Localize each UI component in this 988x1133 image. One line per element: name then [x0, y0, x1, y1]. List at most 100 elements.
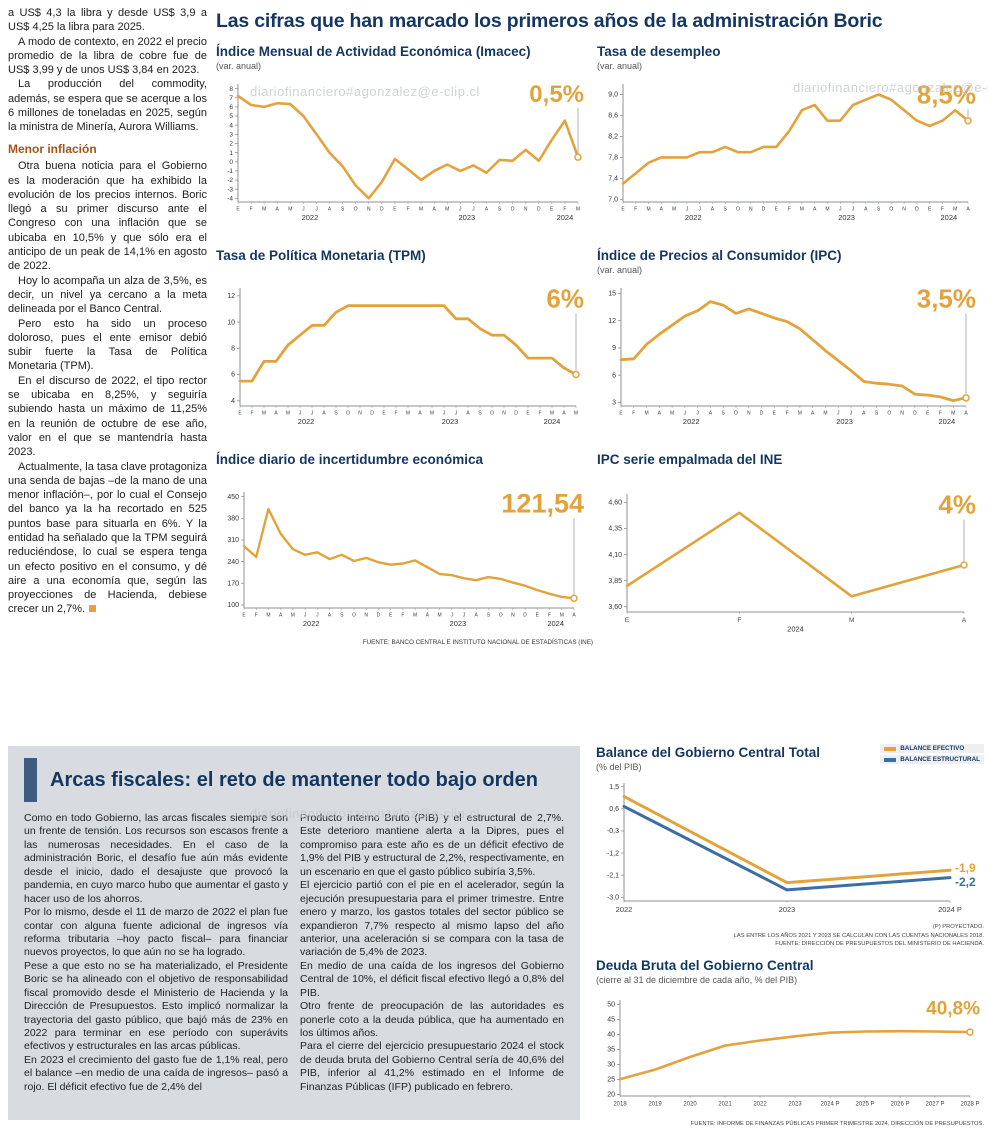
fiscal-section: Arcas fiscales: el reto de mantener todo…	[8, 744, 984, 1129]
svg-text:2022: 2022	[298, 417, 315, 426]
svg-text:J: J	[316, 612, 319, 618]
paragraph: Por lo mismo, desde el 11 de marzo de 20…	[24, 906, 288, 959]
svg-text:S: S	[340, 612, 344, 618]
svg-text:F: F	[941, 206, 944, 212]
paragraph: Otra buena noticia para el Gobierno es l…	[8, 160, 207, 273]
svg-text:A: A	[279, 612, 283, 618]
svg-text:-3,0: -3,0	[607, 894, 619, 901]
ipc-chart-card: Índice de Precios al Consumidor (IPC) (v…	[597, 247, 984, 436]
svg-text:15: 15	[608, 290, 616, 297]
svg-text:A: A	[328, 206, 332, 212]
svg-text:J: J	[443, 410, 446, 416]
svg-text:A: A	[811, 410, 815, 416]
svg-text:A: A	[813, 206, 817, 212]
svg-text:M: M	[262, 410, 266, 416]
svg-text:2: 2	[229, 141, 233, 148]
svg-text:20: 20	[607, 1091, 615, 1098]
paragraph: FUENTE: INFORME DE FINANZAS PÚBLICAS PRI…	[690, 1120, 984, 1127]
svg-text:E: E	[242, 612, 246, 618]
svg-text:A: A	[418, 410, 422, 416]
svg-text:A: A	[485, 206, 489, 212]
svg-text:N: N	[367, 206, 371, 212]
svg-text:4: 4	[229, 122, 233, 129]
svg-text:25: 25	[607, 1076, 615, 1083]
svg-text:D: D	[537, 206, 541, 212]
svg-text:J: J	[696, 410, 699, 416]
svg-text:O: O	[887, 410, 891, 416]
svg-text:E: E	[382, 410, 386, 416]
svg-text:A: A	[322, 410, 326, 416]
svg-text:2023: 2023	[838, 213, 855, 222]
svg-text:A: A	[711, 206, 715, 212]
svg-text:J: J	[837, 410, 840, 416]
svg-text:O: O	[354, 206, 358, 212]
svg-text:J: J	[451, 612, 454, 618]
incertidumbre-chart-card: Índice diario de incertidumbre económica…	[216, 452, 593, 646]
charts-section: Las cifras que han marcado los primeros …	[216, 10, 984, 646]
legend-item: BALANCE ESTRUCTURAL	[880, 755, 984, 764]
svg-text:M: M	[823, 410, 827, 416]
svg-text:O: O	[511, 206, 515, 212]
svg-text:A: A	[276, 206, 280, 212]
svg-text:F: F	[538, 410, 541, 416]
svg-text:A: A	[274, 410, 278, 416]
fiscal-columns: Como en todo Gobierno, las arcas fiscale…	[24, 812, 564, 1094]
svg-text:170: 170	[227, 580, 239, 587]
svg-text:7,0: 7,0	[608, 196, 618, 203]
paragraph: Pero esto ha sido un proceso doloroso, p…	[8, 317, 207, 373]
svg-text:E: E	[773, 410, 777, 416]
ipc-empalmada-chart-card: IPC serie empalmada del INE 4,60 4,35 4,10…	[597, 452, 984, 646]
balance-chart-svg: 1,5 0,6 -0,3 -1,2 -2,1 -3,0 2022 2023 2024 P -1,9…	[607, 782, 976, 914]
svg-text:2024: 2024	[544, 417, 561, 426]
svg-text:5: 5	[229, 113, 233, 120]
svg-text:2024: 2024	[787, 624, 804, 633]
svg-text:O: O	[734, 410, 738, 416]
svg-text:2024: 2024	[557, 213, 574, 222]
svg-text:F: F	[939, 410, 942, 416]
paragraph: La producción del commodity, además, se …	[8, 78, 207, 134]
svg-text:A: A	[475, 612, 479, 618]
svg-text:2024: 2024	[938, 417, 955, 426]
svg-text:M: M	[951, 410, 955, 416]
chart-subtitle	[216, 469, 593, 480]
svg-text:O: O	[499, 612, 503, 618]
svg-text:M: M	[825, 206, 829, 212]
svg-text:2027 P: 2027 P	[925, 1101, 944, 1107]
svg-text:7: 7	[229, 95, 233, 102]
svg-text:1,5: 1,5	[609, 784, 619, 791]
deuda-chart-card: Deuda Bruta del Gobierno Central (cierre…	[596, 958, 984, 1129]
fiscal-charts-column: Balance del Gobierno Central Total (% de…	[596, 744, 984, 1129]
chart-title: Índice de Precios al Consumidor (IPC)	[597, 247, 842, 263]
svg-text:S: S	[724, 206, 728, 212]
svg-text:M: M	[798, 410, 802, 416]
page-title: Las cifras que han marcado los primeros …	[216, 10, 883, 32]
svg-text:2026 P: 2026 P	[890, 1101, 909, 1107]
svg-text:D: D	[762, 206, 766, 212]
svg-text:2024: 2024	[547, 619, 564, 628]
svg-text:M: M	[800, 206, 804, 212]
svg-text:S: S	[877, 206, 881, 212]
svg-text:F: F	[563, 206, 566, 212]
svg-text:A: A	[562, 410, 566, 416]
svg-text:E: E	[393, 206, 397, 212]
article-paragraphs-top: a US$ 4,3 la libra y desde US$ 3,9 a US$…	[8, 6, 207, 135]
paragraph: Actualmente, la tasa clave protagoniza u…	[8, 460, 207, 616]
svg-text:9: 9	[612, 345, 616, 352]
svg-text:N: N	[364, 612, 368, 618]
balance-chart-card: Balance del Gobierno Central Total (% de…	[596, 744, 984, 949]
svg-text:E: E	[625, 617, 630, 624]
svg-text:8: 8	[229, 86, 233, 93]
svg-text:F: F	[401, 612, 404, 618]
balance-legend: BALANCE EFECTIVO BALANCE ESTRUCTURAL	[880, 744, 984, 764]
svg-text:4: 4	[231, 398, 235, 405]
svg-text:M: M	[262, 206, 266, 212]
svg-text:E: E	[621, 206, 625, 212]
svg-text:S: S	[334, 410, 338, 416]
svg-text:0: 0	[229, 159, 233, 166]
svg-text:-4: -4	[227, 195, 233, 202]
svg-text:E: E	[619, 410, 623, 416]
svg-text:A: A	[572, 612, 576, 618]
paragraph: (P) PROYECTADO.	[932, 923, 984, 930]
paragraph: Como en todo Gobierno, las arcas fiscale…	[24, 812, 288, 905]
svg-text:6: 6	[231, 371, 235, 378]
